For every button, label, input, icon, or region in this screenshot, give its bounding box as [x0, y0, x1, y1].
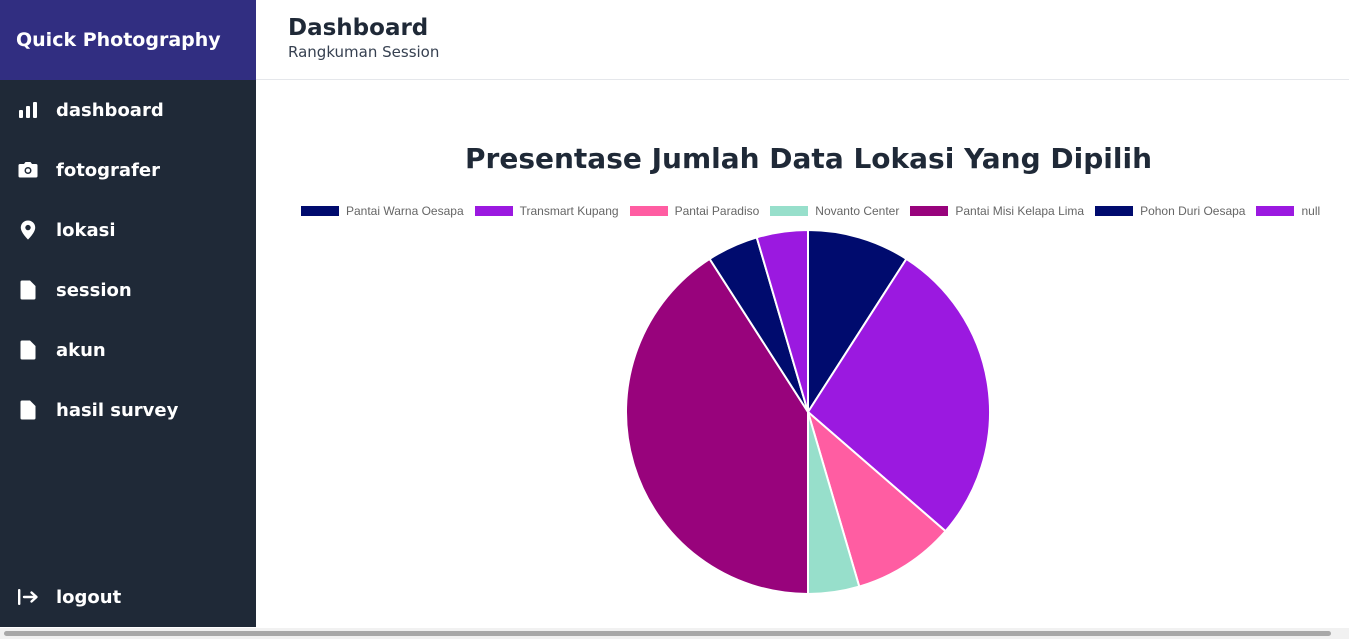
sidebar-item-lokasi[interactable]: lokasi	[0, 200, 256, 260]
legend-item[interactable]: null	[1256, 204, 1320, 218]
pie-chart: Presentase Jumlah Data Lokasi Yang Dipil…	[256, 80, 1349, 627]
page-subtitle: Rangkuman Session	[288, 43, 440, 61]
legend-label: Transmart Kupang	[519, 204, 619, 218]
document-icon	[17, 279, 39, 301]
chart-title: Presentase Jumlah Data Lokasi Yang Dipil…	[465, 142, 1152, 175]
legend-swatch	[910, 206, 949, 216]
legend-label: Pohon Duri Oesapa	[1140, 204, 1246, 218]
legend-swatch	[474, 206, 513, 216]
scrollbar-thumb[interactable]	[4, 631, 1331, 636]
sidebar-item-label: fotografer	[56, 159, 160, 181]
legend-item[interactable]: Novanto Center	[770, 204, 899, 218]
document-icon	[17, 339, 39, 361]
legend-item[interactable]: Pohon Duri Oesapa	[1095, 204, 1245, 218]
sidebar-item-label: lokasi	[56, 219, 116, 241]
legend-swatch	[1256, 206, 1295, 216]
logout-label: logout	[56, 586, 122, 608]
sidebar-item-label: hasil survey	[56, 399, 179, 421]
legend-label: null	[1301, 204, 1321, 218]
sidebar-item-label: dashboard	[56, 99, 164, 121]
sidebar-item-label: akun	[56, 339, 106, 361]
page-header: Dashboard Rangkuman Session	[256, 0, 1349, 80]
sidebar: Quick Photography dashboard fotografer l…	[0, 0, 256, 627]
bar-chart-icon	[17, 99, 39, 121]
sidebar-item-akun[interactable]: akun	[0, 320, 256, 380]
legend-swatch	[629, 206, 668, 216]
pie-slice[interactable]	[806, 409, 947, 588]
legend-swatch	[1095, 206, 1134, 216]
legend-item[interactable]: Pantai Warna Oesapa	[301, 204, 464, 218]
chart-legend: Pantai Warna Oesapa Transmart Kupang Panta…	[301, 204, 1331, 218]
sidebar-item-session[interactable]: session	[0, 260, 256, 320]
legend-swatch	[770, 206, 809, 216]
sidebar-item-fotografer[interactable]: fotografer	[0, 140, 256, 200]
pie-svg	[625, 228, 991, 596]
sidebar-nav: dashboard fotografer lokasi session akun	[0, 80, 256, 440]
sidebar-item-dashboard[interactable]: dashboard	[0, 80, 256, 140]
document-icon	[17, 399, 39, 421]
pie-slice[interactable]	[806, 257, 991, 533]
camera-icon	[17, 159, 39, 181]
map-pin-icon	[17, 219, 39, 241]
legend-label: Pantai Misi Kelapa Lima	[955, 204, 1085, 218]
brand-title[interactable]: Quick Photography	[0, 0, 256, 80]
legend-item[interactable]: Pantai Misi Kelapa Lima	[910, 204, 1084, 218]
logout-button[interactable]: logout	[0, 567, 256, 627]
sidebar-item-hasil-survey[interactable]: hasil survey	[0, 380, 256, 440]
legend-label: Pantai Paradiso	[674, 204, 760, 218]
pie-slice[interactable]	[755, 228, 809, 413]
legend-swatch	[301, 206, 339, 216]
legend-label: Pantai Warna Oesapa	[346, 204, 464, 218]
sidebar-item-label: session	[56, 279, 132, 301]
logout-icon	[17, 586, 39, 608]
pie-slice[interactable]	[807, 228, 908, 416]
legend-label: Novanto Center	[815, 204, 900, 218]
page-title: Dashboard	[288, 15, 429, 41]
legend-item[interactable]: Pantai Paradiso	[629, 204, 760, 218]
legend-item[interactable]: Transmart Kupang	[474, 204, 619, 218]
